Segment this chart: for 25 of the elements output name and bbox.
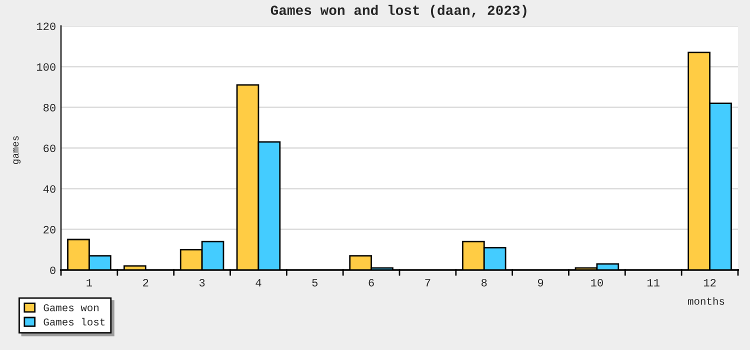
x-tick-label: 7 — [425, 279, 430, 286]
y-tick-label: 40 — [43, 185, 56, 193]
bar — [123, 265, 146, 270]
x-tick-label: 10 — [591, 278, 603, 286]
legend-label: Games won — [44, 304, 99, 312]
x-tick-label: 3 — [199, 278, 205, 286]
y-axis-title: games — [13, 136, 21, 164]
x-tick-label: 6 — [368, 278, 374, 286]
legend-label: Games lost — [44, 318, 105, 326]
x-tick-label: 11 — [648, 279, 660, 286]
y-tick-label: 60 — [44, 144, 56, 152]
y-tick-label: 0 — [50, 266, 56, 274]
y-tick-label: 120 — [36, 22, 56, 30]
x-tick-label: 12 — [704, 278, 716, 286]
y-tick-label: 100 — [36, 63, 56, 71]
y-tick-label: 20 — [44, 226, 56, 234]
x-tick-label: 4 — [256, 279, 262, 286]
x-tick-label: 5 — [312, 279, 318, 286]
x-axis-title: months — [688, 297, 724, 305]
chart-title: Games won and lost (daan, 2023) — [270, 4, 526, 18]
y-tick-label: 80 — [44, 104, 56, 112]
x-tick-label: 1 — [86, 279, 92, 286]
x-tick-label: 8 — [482, 278, 487, 286]
x-tick-label: 2 — [143, 278, 148, 286]
x-tick-label: 9 — [538, 278, 544, 286]
